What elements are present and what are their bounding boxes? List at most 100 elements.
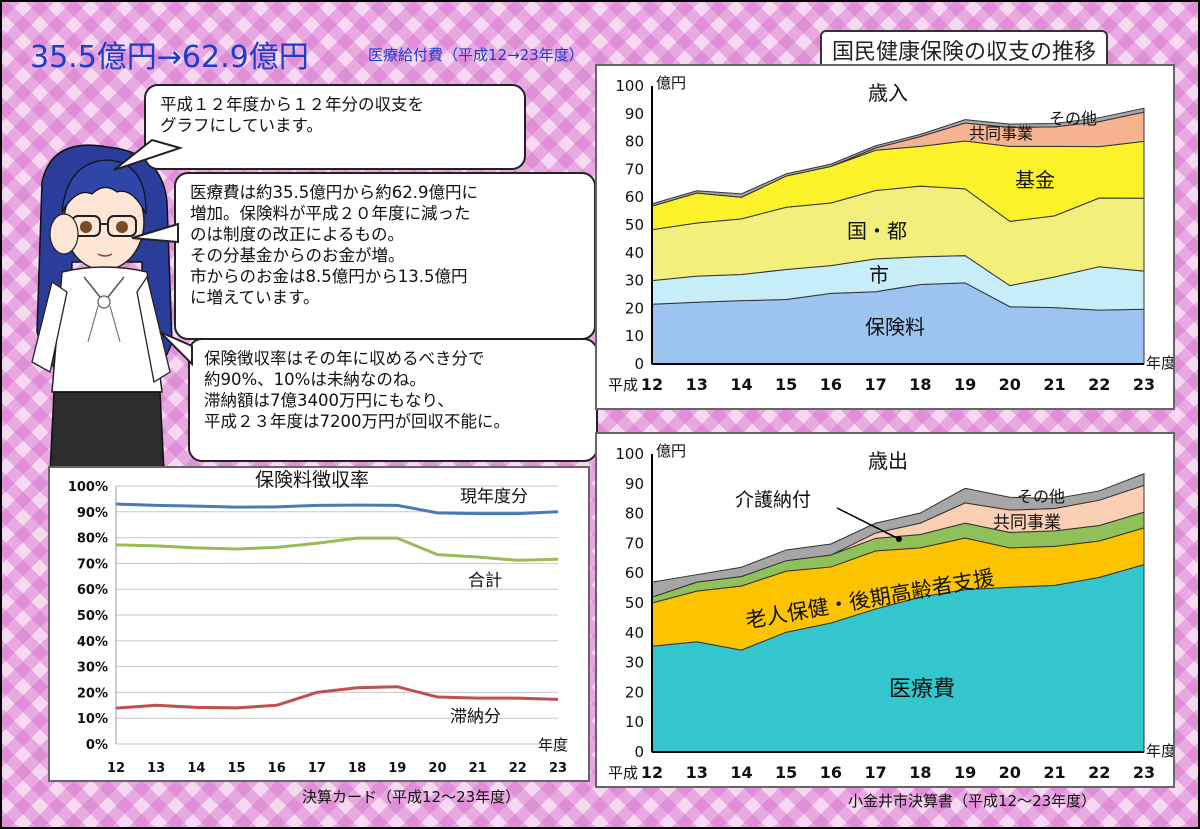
leader-line	[836, 507, 898, 539]
y-tick-label: 30	[625, 654, 644, 672]
chart-title: 歳出	[868, 449, 908, 473]
x-tick-label: 17	[865, 763, 887, 782]
series-label: 国・都	[847, 219, 907, 243]
y-tick-label: 100%	[68, 480, 108, 495]
character-illustration	[31, 144, 173, 472]
x-tick-label: 19	[954, 763, 976, 782]
x-tick-label: 18	[909, 375, 931, 394]
y-tick-label: 90	[625, 475, 644, 493]
series-label: 介護納付	[735, 489, 811, 511]
x-tick-label: 21	[469, 761, 487, 776]
income-chart-panel: 0 10 20 30 40 50 60 70 80 90 100 12 13 14 15 16 17 18 19 20…	[595, 64, 1175, 410]
y-tick-label: 80%	[77, 532, 108, 547]
headline: 35.5億円→62.9億円	[30, 40, 309, 75]
series-label: 現年度分	[460, 487, 528, 507]
series-label: 基金	[1015, 168, 1055, 192]
x-tick-label: 20	[999, 375, 1021, 394]
y-axis-label: 億円	[656, 442, 686, 460]
y-tick-label: 90	[625, 105, 644, 123]
collection-rate-chart: 0% 10% 20% 30% 40% 50% 60% 70% 80% 90% 100% 12 13 14 1…	[68, 469, 568, 776]
x-tick-label: 12	[107, 761, 125, 776]
y-tick-label: 70	[625, 160, 644, 178]
x-tick-label: 13	[147, 761, 165, 776]
series-label: その他	[1049, 109, 1097, 128]
x-tick-label: 14	[730, 763, 752, 782]
y-tick-label: 80	[625, 133, 644, 151]
y-tick-label: 80	[625, 505, 644, 523]
line-series-0	[115, 502, 559, 516]
subhead: 医療給付費（平成12→23年度）	[368, 46, 584, 64]
x-tick-label: 12	[641, 763, 663, 782]
x-tick-label: 16	[820, 763, 842, 782]
speech-bubble-3: 保険徴収率はその年に収めるべき分で 約90%、10%は未納なのね。 滞納額は7億…	[188, 338, 598, 462]
chart-title: 歳入	[868, 81, 908, 105]
x-tick-label: 21	[1043, 763, 1065, 782]
speech-bubble-2: 医療費は約35.5億円から約62.9億円に 増加。保険料が平成２０年度に減った …	[174, 172, 596, 340]
y-tick-label: 40%	[77, 635, 108, 650]
y-tick-label: 50%	[77, 609, 108, 624]
x-tick-label: 18	[348, 761, 366, 776]
series-label: 合計	[468, 571, 502, 591]
area-series-4	[651, 472, 1145, 598]
x-prefix-label: 平成	[608, 764, 638, 782]
x-tick-label: 17	[308, 761, 326, 776]
y-tick-label: 50	[625, 216, 644, 234]
y-tick-label: 20	[625, 299, 644, 317]
source-left: 決算カード（平成12〜23年度）	[302, 788, 521, 806]
y-tick-label: 30%	[77, 661, 108, 676]
expense-chart-panel: 0 10 20 30 40 50 60 70 80 90 100 12 13 14 15 16 17 18 19 20…	[595, 432, 1175, 788]
y-axis-label: 億円	[656, 74, 686, 92]
source-right: 小金井市決算書（平成12〜23年度）	[848, 792, 1097, 810]
y-tick-label: 70	[625, 534, 644, 552]
income-chart: 0 10 20 30 40 50 60 70 80 90 100 12 13 14 15 16 17 18 19 20…	[608, 74, 1173, 394]
x-tick-label: 23	[1133, 763, 1155, 782]
series-label: 滞納分	[450, 707, 501, 727]
y-tick-label: 10%	[77, 712, 108, 727]
x-tick-label: 13	[686, 375, 708, 394]
x-tick-label: 12	[641, 375, 663, 394]
x-tick-label: 22	[509, 761, 527, 776]
x-tick-label: 20	[428, 761, 446, 776]
x-tick-label: 18	[909, 763, 931, 782]
series-label: 共同事業	[969, 124, 1033, 143]
main-title: 国民健康保険の収支の推移	[820, 30, 1109, 70]
x-tick-label: 23	[1133, 375, 1155, 394]
y-tick-label: 10	[625, 713, 644, 731]
x-tick-label: 17	[865, 375, 887, 394]
series-label: 医療費	[889, 677, 955, 702]
x-tick-label: 15	[775, 763, 797, 782]
y-tick-label: 70%	[77, 557, 108, 572]
x-tick-label: 15	[227, 761, 245, 776]
series-label: その他	[1017, 487, 1065, 506]
x-tick-label: 22	[1088, 763, 1110, 782]
y-tick-label: 50	[625, 594, 644, 612]
x-tick-label: 16	[268, 761, 286, 776]
speech-bubble-1: 平成１２年度から１２年分の収支を グラフにしています。	[144, 84, 526, 170]
x-tick-label: 13	[686, 763, 708, 782]
y-tick-label: 10	[625, 327, 644, 345]
y-tick-label: 20%	[77, 686, 108, 701]
y-tick-label: 60	[625, 188, 644, 206]
collection-rate-chart-panel: 0% 10% 20% 30% 40% 50% 60% 70% 80% 90% 100% 12 13 14 1…	[48, 466, 590, 782]
line-series-1	[115, 536, 559, 562]
y-tick-label: 0	[634, 355, 644, 373]
x-prefix-label: 平成	[608, 376, 638, 394]
x-tick-label: 22	[1088, 375, 1110, 394]
y-tick-label: 90%	[77, 506, 108, 521]
y-tick-label: 60	[625, 564, 644, 582]
x-tick-label: 14	[187, 761, 205, 776]
x-tick-label: 23	[549, 761, 567, 776]
x-tick-label: 14	[730, 375, 752, 394]
x-axis-label: 年度	[1146, 354, 1173, 372]
x-axis-label: 年度	[1146, 742, 1173, 760]
line-series-2	[115, 685, 559, 710]
y-tick-label: 20	[625, 683, 644, 701]
x-tick-label: 19	[388, 761, 406, 776]
series-label: 共同事業	[993, 513, 1061, 533]
x-tick-label: 16	[820, 375, 842, 394]
leader-dot	[896, 536, 902, 542]
x-tick-label: 20	[999, 763, 1021, 782]
y-tick-label: 30	[625, 272, 644, 290]
y-tick-label: 40	[625, 624, 644, 642]
x-tick-label: 21	[1043, 375, 1065, 394]
